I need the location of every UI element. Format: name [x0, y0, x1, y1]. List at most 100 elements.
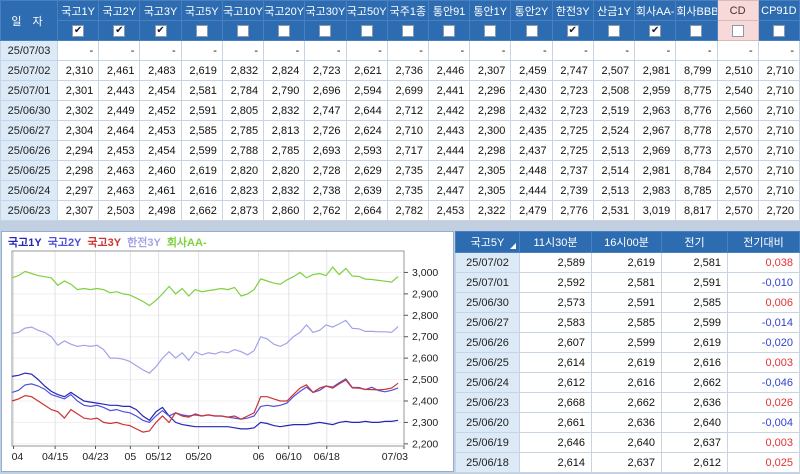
column-checkbox-cell: [263, 20, 306, 41]
prev-cell: 2,585: [661, 292, 728, 313]
detail-row: 25/06/23 2,668 2,662 2,636 0,026: [455, 392, 800, 413]
column-checkbox[interactable]: ✔: [113, 24, 126, 37]
value-cell: 8,799: [675, 60, 718, 81]
value-cell: 2,735: [386, 160, 429, 181]
y-tick-label: 2,400: [412, 396, 438, 408]
value-cell: -: [386, 40, 429, 61]
column-checkbox-cell: [510, 20, 553, 41]
value-cell: 2,444: [427, 140, 471, 161]
column-checkbox-cell: [675, 20, 718, 41]
value-cell: 2,540: [716, 80, 759, 101]
value-16h00-cell: 2,662: [591, 392, 662, 413]
value-11h30-cell: 2,583: [519, 312, 592, 333]
value-cell: 3,019: [634, 200, 677, 221]
column-checkbox[interactable]: [319, 24, 332, 37]
value-cell: 2,444: [510, 180, 553, 201]
value-cell: 2,443: [427, 120, 471, 141]
column-checkbox[interactable]: [525, 24, 538, 37]
column-header: 국고30Y: [304, 0, 347, 21]
column-header: 국고1Y: [56, 0, 100, 21]
table-row: 25/06/23 2,307 2,503 2,498 2,662 2,873 2,860 2,…: [0, 200, 800, 221]
change-cell: -0,014: [727, 312, 800, 333]
value-cell: 2,824: [263, 60, 306, 81]
column-checkbox[interactable]: [607, 24, 620, 37]
value-cell: 2,461: [139, 180, 182, 201]
column-checkbox[interactable]: ✔: [649, 24, 662, 37]
value-cell: 2,437: [510, 140, 553, 161]
value-cell: 8,773: [675, 140, 718, 161]
date-cell: 25/06/20: [455, 412, 520, 433]
value-cell: 2,498: [139, 200, 182, 221]
date-cell: 25/07/01: [455, 272, 520, 293]
value-cell: -: [510, 40, 553, 61]
column-checkbox[interactable]: ✔: [72, 24, 85, 37]
column-checkbox[interactable]: [731, 24, 744, 37]
series-line-1Y: [11, 372, 399, 430]
column-checkbox[interactable]: [360, 24, 373, 37]
column-checkbox[interactable]: [484, 24, 497, 37]
value-cell: 2,983: [634, 180, 677, 201]
value-16h00-cell: 2,599: [591, 332, 662, 353]
value-cell: 2,513: [592, 140, 636, 161]
value-cell: 2,560: [716, 100, 759, 121]
rates-table: 일 자 국고1Y 국고2Y 국고3Y 국고5Y 국고10Y 국고20Y 국고30Y 국고50Y…: [0, 0, 800, 221]
change-cell: 0,003: [727, 352, 800, 373]
column-checkbox[interactable]: [772, 24, 785, 37]
value-16h00-cell: 2,636: [591, 412, 662, 433]
value-cell: 2,639: [345, 180, 388, 201]
column-checkbox[interactable]: [278, 24, 291, 37]
value-cell: 2,298: [56, 160, 100, 181]
column-header: 통안2Y: [510, 0, 553, 21]
column-checkbox[interactable]: [236, 24, 249, 37]
value-cell: 2,735: [386, 180, 429, 201]
value-16h00-cell: 2,616: [591, 372, 662, 393]
value-cell: 2,710: [757, 180, 800, 201]
value-11h30-cell: 2,661: [519, 412, 592, 433]
value-cell: 2,832: [263, 100, 306, 121]
column-checkbox[interactable]: ✔: [566, 24, 579, 37]
date-cell: 25/06/25: [0, 160, 58, 181]
value-cell: 2,298: [469, 140, 512, 161]
value-cell: 2,621: [345, 60, 388, 81]
value-11h30-cell: 2,668: [519, 392, 592, 413]
change-cell: -0,010: [727, 272, 800, 293]
column-checkbox[interactable]: [443, 24, 456, 37]
header-checkbox-row: ✔ ✔ ✔ ✔ ✔: [1, 20, 800, 41]
column-checkbox-cell: [427, 20, 471, 41]
value-cell: 2,720: [757, 200, 800, 221]
column-checkbox[interactable]: [195, 24, 208, 37]
date-cell: 25/06/26: [0, 140, 58, 161]
detail-row: 25/07/01 2,592 2,581 2,591 -0,010: [455, 272, 800, 293]
prev-cell: 2,636: [661, 392, 728, 413]
value-cell: 2,307: [56, 200, 100, 221]
x-tick-label: 04: [12, 451, 24, 463]
value-11h30-cell: 2,614: [519, 352, 592, 373]
value-11h30-cell: 2,589: [519, 252, 592, 273]
value-cell: 2,963: [634, 100, 677, 121]
column-checkbox[interactable]: ✔: [154, 24, 167, 37]
detail-column-header[interactable]: 국고5Y: [455, 231, 520, 253]
legend-item: 회사AA-: [166, 237, 207, 249]
value-cell: 2,453: [427, 200, 471, 221]
change-cell: 0,038: [727, 252, 800, 273]
date-cell: 25/06/18: [455, 452, 520, 473]
value-cell: 2,479: [510, 200, 553, 221]
date-cell: 25/07/02: [0, 60, 58, 81]
value-cell: -: [56, 40, 100, 61]
value-16h00-cell: 2,637: [591, 452, 662, 473]
value-cell: -: [98, 40, 141, 61]
value-cell: 2,662: [180, 200, 223, 221]
value-cell: 2,297: [56, 180, 100, 201]
date-cell: 25/07/03: [0, 40, 58, 61]
change-cell: -0,046: [727, 372, 800, 393]
detail-header-row: 국고5Y 11시30분 16시00분 전기 전기대비: [455, 231, 800, 253]
column-checkbox[interactable]: [690, 24, 703, 37]
value-cell: 2,710: [386, 120, 429, 141]
value-cell: 2,967: [634, 120, 677, 141]
prev-cell: 2,599: [661, 312, 728, 333]
column-checkbox[interactable]: [401, 24, 414, 37]
prev-cell: 2,662: [661, 372, 728, 393]
value-cell: 2,723: [304, 60, 347, 81]
date-cell: 25/06/26: [455, 332, 520, 353]
plot-border: [11, 250, 405, 447]
